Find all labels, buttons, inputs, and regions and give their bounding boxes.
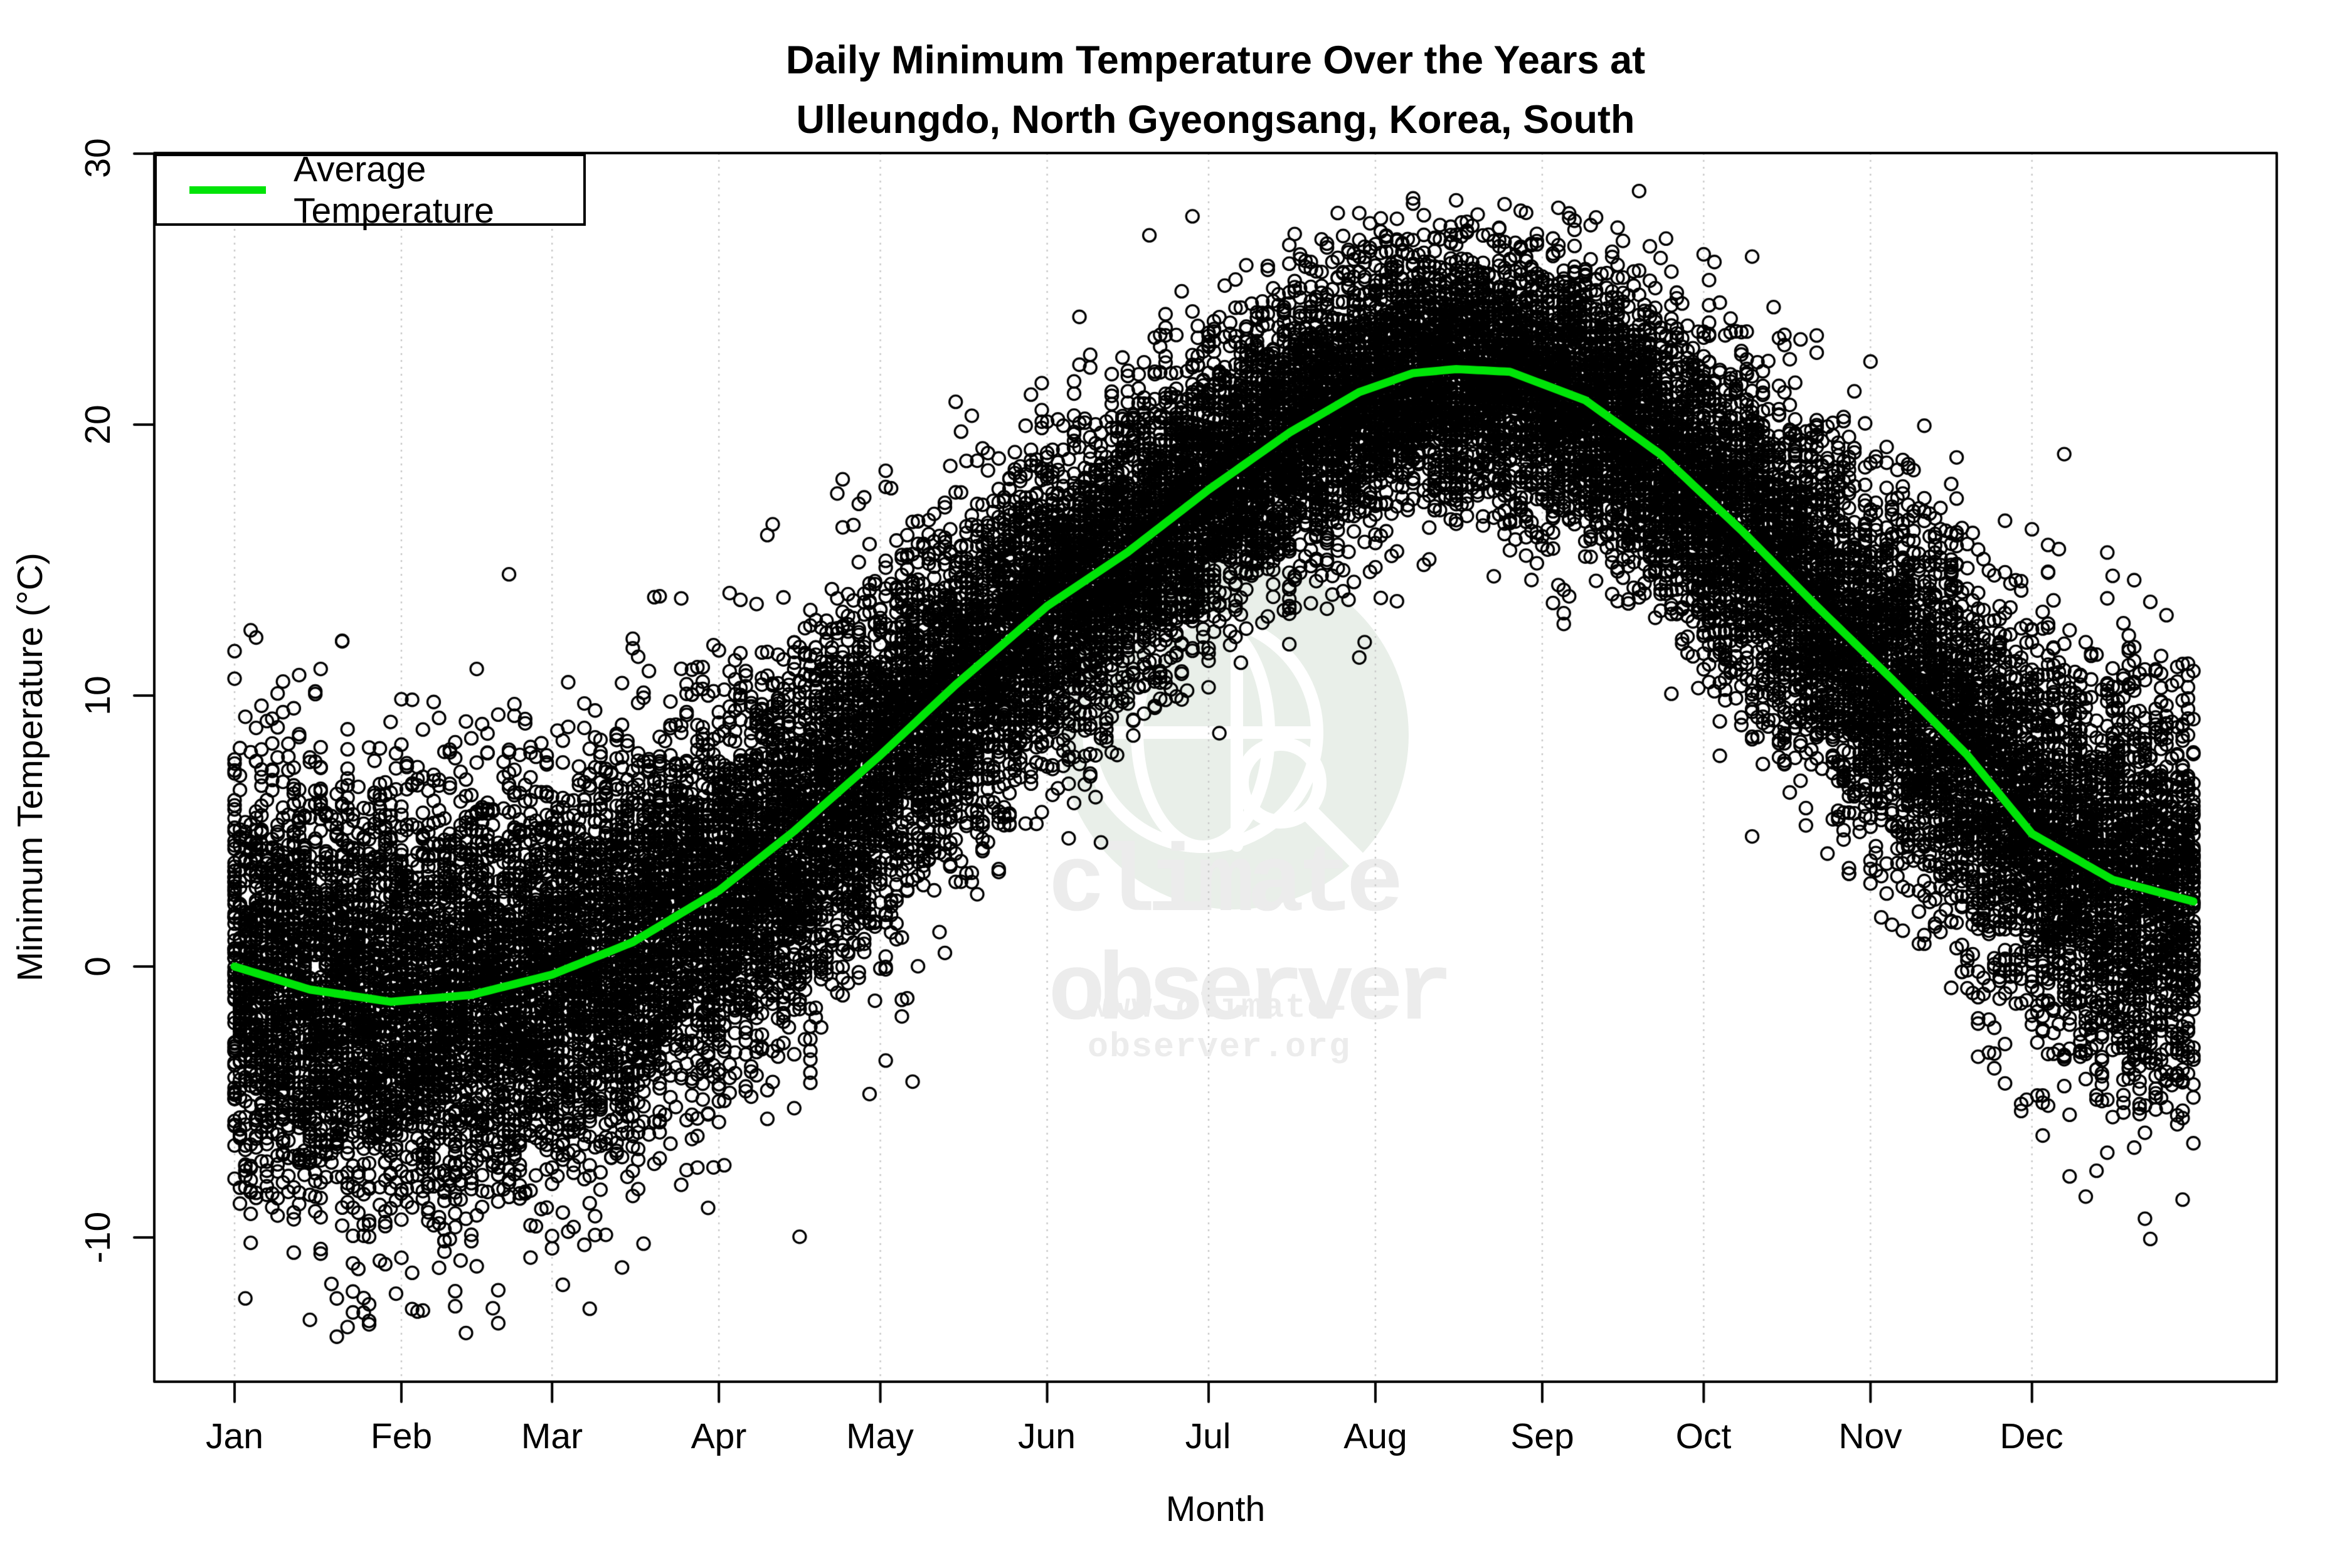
x-tick-label-dec: Dec: [2000, 1416, 2063, 1456]
y-tick-label-20: 20: [78, 405, 118, 445]
x-tick-label-feb: Feb: [370, 1416, 433, 1456]
x-tick-label-may: May: [846, 1416, 914, 1456]
x-tick-label-sep: Sep: [1510, 1416, 1574, 1456]
chart-title-line2: Ulleungdo, North Gyeongsang, Korea, Sout…: [796, 98, 1635, 142]
x-tick-label-aug: Aug: [1343, 1416, 1407, 1456]
legend-line-sample: [189, 186, 266, 194]
y-tick-label-0: 0: [78, 956, 118, 977]
y-axis-title: Minimum Temperature (°C): [10, 553, 50, 982]
y-tick-label-30: 30: [78, 138, 118, 178]
y-tick-label-10: 10: [78, 675, 118, 716]
x-tick-label-jun: Jun: [1018, 1416, 1076, 1456]
x-tick-label-jul: Jul: [1185, 1416, 1231, 1456]
legend: Average Temperature: [154, 149, 586, 231]
x-tick-label-apr: Apr: [691, 1416, 747, 1456]
y-tick-label-n10: -10: [78, 1211, 118, 1264]
x-tick-label-mar: Mar: [521, 1416, 583, 1456]
x-tick-label-oct: Oct: [1675, 1416, 1732, 1456]
x-tick-label-jan: Jan: [206, 1416, 263, 1456]
legend-entry-label: Average Temperature: [294, 149, 494, 231]
chart-title-line1: Daily Minimum Temperature Over the Years…: [785, 38, 1646, 82]
x-tick-label-nov: Nov: [1838, 1416, 1902, 1456]
x-axis-title: Month: [1165, 1489, 1266, 1529]
